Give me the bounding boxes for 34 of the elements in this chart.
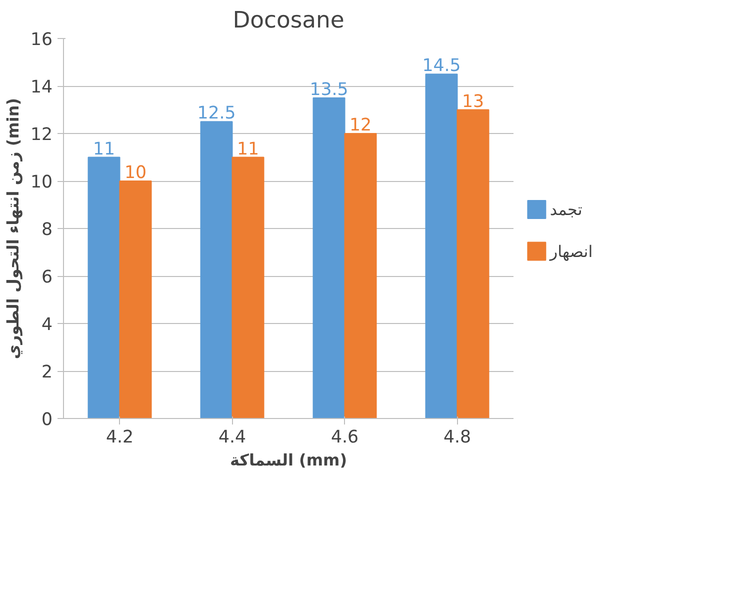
x-tick-label: 4.2 [106,428,134,448]
y-tick-label: 4 [41,315,53,335]
bar [200,121,233,418]
y-tick-label: 16 [30,30,53,50]
bar [344,133,377,418]
chart-title: Docosane [232,8,344,34]
y-axis-title: زمن انتهاء التحول الطوري (min) [3,98,22,360]
y-tick-label: 10 [30,172,53,192]
x-tick-label: 4.4 [218,428,246,448]
data-label: 11 [92,139,116,160]
data-label: 11 [236,139,260,160]
bar [456,109,490,418]
legend-label: تجمد [550,200,582,219]
legend-label: انصهار [548,242,593,261]
bar [232,156,264,418]
data-label: 14.5 [422,56,461,76]
y-tick-label: 8 [41,220,53,240]
bar [425,74,458,418]
bar [119,180,152,418]
y-tick-label: 6 [41,268,53,288]
data-label: 13.5 [310,80,348,100]
bar [312,97,346,418]
y-tick-label: 2 [41,362,53,382]
y-tick-label: 14 [30,78,53,98]
data-label: 13 [462,92,484,112]
x-tick-label: 4.6 [330,428,359,448]
y-tick-label: 0 [41,410,53,430]
data-label: 12 [349,116,372,136]
bar [88,156,120,418]
x-tick-label: 4.8 [443,428,472,448]
y-tick-label: 12 [30,125,53,145]
data-label: 12.5 [197,104,236,124]
data-label: 10 [124,163,147,183]
x-axis-title: السماكة (mm) [230,450,348,470]
